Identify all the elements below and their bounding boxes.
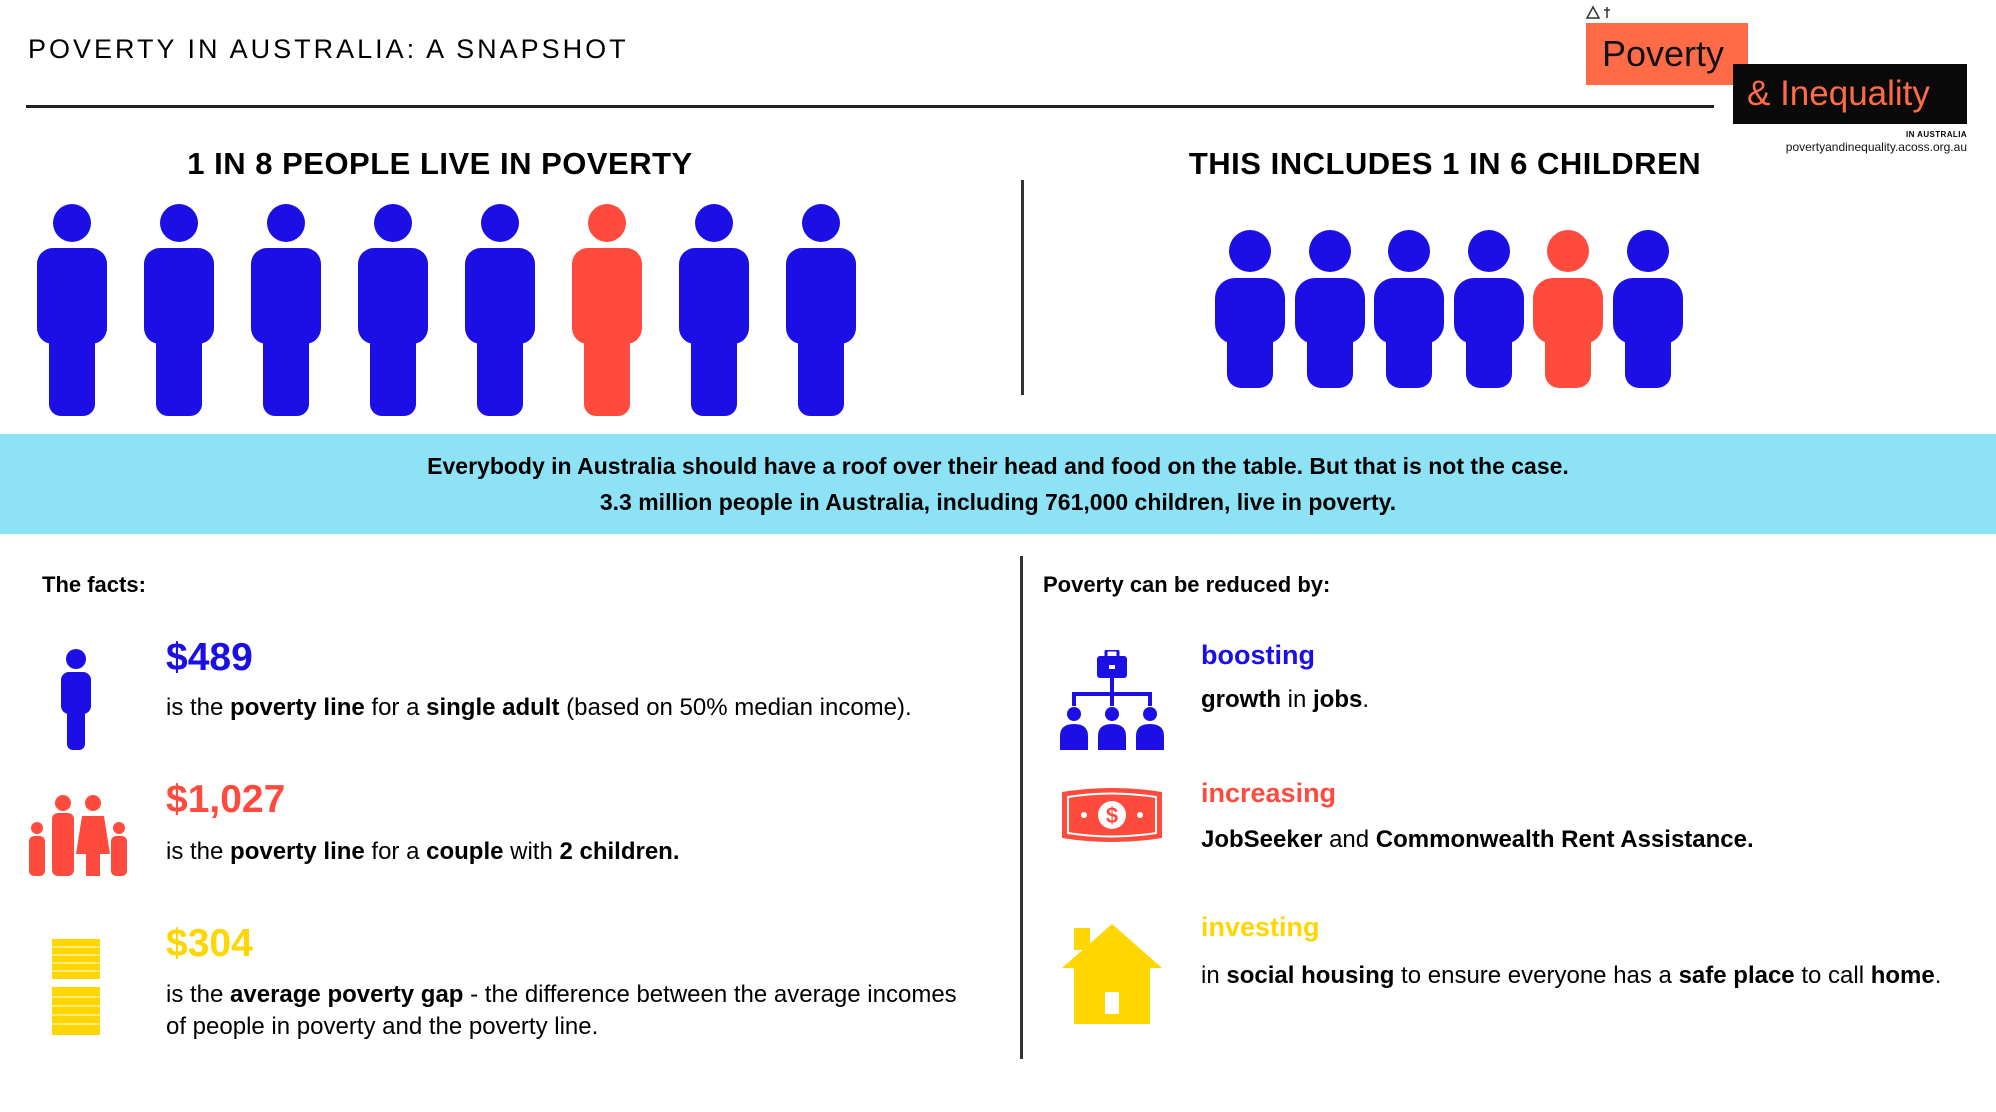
- reduce-text-jobs: growth in jobs.: [1201, 686, 1370, 713]
- logo-subtitle: IN AUSTRALIA: [1906, 130, 1967, 139]
- banner-line-2: 3.3 million people in Australia, includi…: [599, 489, 1397, 515]
- fact-text-single: is the poverty line for a single adult (…: [166, 694, 912, 721]
- child-figure-in-poverty: [1533, 230, 1603, 388]
- child-figure: [1612, 230, 1683, 388]
- reduce-word-increasing: increasing: [1201, 778, 1337, 808]
- adult-figure: [144, 204, 214, 416]
- fact-value-gap: $304: [166, 922, 253, 965]
- child-figure: [1374, 230, 1444, 388]
- fact-text-couple: is the poverty line for a couple with 2 …: [166, 838, 680, 865]
- adult-figure-in-poverty: [572, 204, 642, 416]
- adult-figure: [679, 204, 749, 416]
- title-divider: [26, 105, 1714, 108]
- reduce-word-boosting: boosting: [1201, 640, 1315, 670]
- adults-heading: 1 IN 8 PEOPLE LIVE IN POVERTY: [187, 146, 693, 181]
- coin-stack-icon: [52, 935, 100, 1039]
- adult-figure: [37, 204, 107, 416]
- logo-poverty: Poverty: [1586, 23, 1748, 85]
- banner-line-1: Everybody in Australia should have a roo…: [427, 453, 1569, 479]
- svg-text:$: $: [1106, 803, 1118, 828]
- adult-figure: [251, 204, 321, 416]
- fact-text-gap: is the average poverty gap - the differe…: [166, 981, 957, 1040]
- key-message-banner: Everybody in Australia should have a roo…: [0, 434, 1996, 534]
- child-figure: [1453, 230, 1524, 388]
- adult-figure: [786, 204, 856, 416]
- partner-logos-icon: [1585, 4, 1623, 23]
- employment-network-icon: [1060, 650, 1164, 750]
- dollar-banknote-icon: $: [1060, 786, 1164, 844]
- fact-value-couple: $1,027: [166, 778, 286, 821]
- adult-figure: [465, 204, 535, 416]
- children-heading: THIS INCLUDES 1 IN 6 CHILDREN: [1188, 146, 1702, 181]
- logo-url[interactable]: povertyandinequality.acoss.org.au: [1785, 140, 1967, 154]
- family-icon: [26, 792, 130, 876]
- child-figure: [1294, 230, 1365, 388]
- facts-heading: The facts:: [42, 572, 146, 597]
- child-figure: [1215, 230, 1285, 388]
- reduce-heading: Poverty can be reduced by:: [1043, 572, 1331, 597]
- house-icon: [1060, 922, 1164, 1026]
- column-divider: [1020, 556, 1023, 1059]
- adult-figure: [358, 204, 428, 416]
- reduce-text-housing: in social housing to ensure everyone has…: [1201, 962, 1942, 989]
- reduce-word-investing: investing: [1201, 912, 1320, 942]
- single-adult-icon: [55, 648, 97, 750]
- logo-inequality: & Inequality: [1733, 64, 1967, 124]
- fact-value-single: $489: [166, 636, 253, 679]
- reduce-text-payments: JobSeeker and Commonwealth Rent Assistan…: [1201, 826, 1754, 853]
- section-divider: [1021, 180, 1024, 395]
- page-title: POVERTY IN AUSTRALIA: A SNAPSHOT: [28, 34, 629, 64]
